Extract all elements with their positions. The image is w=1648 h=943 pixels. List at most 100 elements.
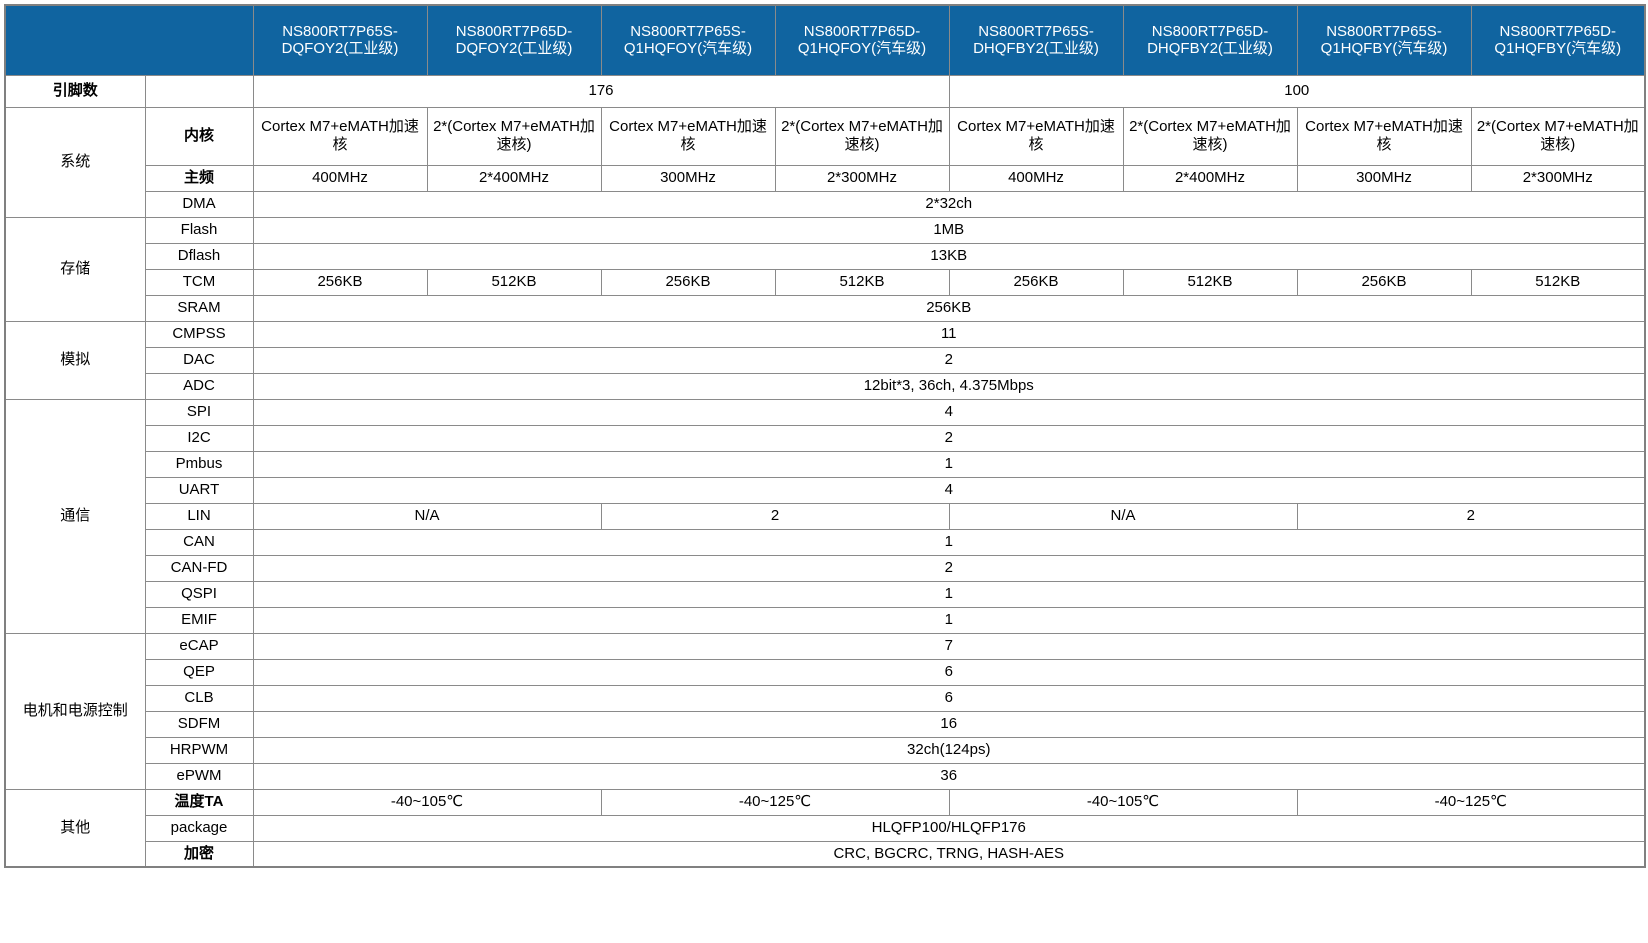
- table-row-canfd: CAN-FD 2: [5, 554, 1646, 582]
- cell-frequency-7: 300MHz: [1296, 164, 1472, 192]
- table-row-temperature: 其他 温度TA -40~105℃ -40~125℃ -40~105℃ -40~1…: [4, 788, 1646, 868]
- header-device-2: NS800RT7P65D-DQFOY2(工业级): [426, 4, 602, 76]
- cell-core-6: 2*(Cortex M7+eMATH加速核): [1122, 106, 1298, 166]
- row-label-tcm: TCM: [144, 268, 254, 296]
- cell-dma: 2*32ch: [252, 190, 1646, 218]
- group-label-other: 其他: [4, 788, 146, 868]
- table-row-can: CAN 1: [5, 528, 1646, 556]
- header-device-4: NS800RT7P65D-Q1HQFOY(汽车级): [774, 4, 950, 76]
- row-label-hrpwm: HRPWM: [144, 736, 254, 764]
- table-row-dac: DAC 2: [5, 346, 1646, 374]
- table-header: NS800RT7P65S-DQFOY2(工业级) NS800RT7P65D-DQ…: [4, 4, 1646, 76]
- row-label-dac: DAC: [144, 346, 254, 374]
- table-row-uart: UART 4: [5, 476, 1646, 504]
- row-label-dflash: Dflash: [144, 242, 254, 270]
- table-row-ecap: 电机和电源控制 eCAP 7: [4, 632, 1646, 790]
- cell-sdfm: 16: [252, 710, 1646, 738]
- cell-pin-count-176: 176: [252, 74, 950, 108]
- header-device-8: NS800RT7P65D-Q1HQFBY(汽车级): [1470, 4, 1646, 76]
- header-device-7: NS800RT7P65S-Q1HQFBY(汽车级): [1296, 4, 1472, 76]
- cell-spi: 4: [252, 398, 1646, 426]
- cell-crypto: CRC, BGCRC, TRNG, HASH-AES: [252, 840, 1646, 868]
- row-label-frequency: 主频: [144, 164, 254, 192]
- table-row-crypto: 加密 CRC, BGCRC, TRNG, HASH-AES: [5, 840, 1646, 868]
- row-label-sram: SRAM: [144, 294, 254, 322]
- table-row-epwm: ePWM 36: [5, 762, 1646, 790]
- row-label-core: 内核: [144, 106, 254, 166]
- table-row-core: 系统 内核 Cortex M7+eMATH加速核 2*(Cortex M7+eM…: [4, 106, 1646, 218]
- cell-hrpwm: 32ch(124ps): [252, 736, 1646, 764]
- cell-tcm-4: 512KB: [774, 268, 950, 296]
- cell-temperature-1: -40~105℃: [252, 788, 602, 816]
- row-label-pin-count: 引脚数: [4, 74, 146, 108]
- cell-core-4: 2*(Cortex M7+eMATH加速核): [774, 106, 950, 166]
- row-label-i2c: I2C: [144, 424, 254, 452]
- cell-adc: 12bit*3, 36ch, 4.375Mbps: [252, 372, 1646, 400]
- cell-temperature-3: -40~105℃: [948, 788, 1298, 816]
- table-row-lin: LIN N/A 2 N/A 2: [5, 502, 1646, 530]
- cell-frequency-2: 2*400MHz: [426, 164, 602, 192]
- cell-frequency-1: 400MHz: [252, 164, 428, 192]
- cell-sram: 256KB: [252, 294, 1646, 322]
- cell-qep: 6: [252, 658, 1646, 686]
- table-row-pmbus: Pmbus 1: [5, 450, 1646, 478]
- cell-package: HLQFP100/HLQFP176: [252, 814, 1646, 842]
- table-row-dflash: Dflash 13KB: [5, 242, 1646, 270]
- row-label-qspi: QSPI: [144, 580, 254, 608]
- cell-tcm-5: 256KB: [948, 268, 1124, 296]
- cell-pmbus: 1: [252, 450, 1646, 478]
- table-row-dma: DMA 2*32ch: [5, 190, 1646, 218]
- cell-pin-count-100: 100: [948, 74, 1646, 108]
- header-device-3: NS800RT7P65S-Q1HQFOY(汽车级): [600, 4, 776, 76]
- row-label-sdfm: SDFM: [144, 710, 254, 738]
- row-label-epwm: ePWM: [144, 762, 254, 790]
- cell-lin-4: 2: [1296, 502, 1646, 530]
- cell-frequency-5: 400MHz: [948, 164, 1124, 192]
- cell-dflash: 13KB: [252, 242, 1646, 270]
- cell-core-2: 2*(Cortex M7+eMATH加速核): [426, 106, 602, 166]
- cell-tcm-3: 256KB: [600, 268, 776, 296]
- group-label-motor-power-control: 电机和电源控制: [4, 632, 146, 790]
- row-label-adc: ADC: [144, 372, 254, 400]
- cell-frequency-3: 300MHz: [600, 164, 776, 192]
- table-row-package: package HLQFP100/HLQFP176: [5, 814, 1646, 842]
- row-label-package: package: [144, 814, 254, 842]
- row-label-emif: EMIF: [144, 606, 254, 634]
- row-label-can: CAN: [144, 528, 254, 556]
- table-row-emif: EMIF 1: [5, 606, 1646, 634]
- cell-epwm: 36: [252, 762, 1646, 790]
- group-label-communication: 通信: [4, 398, 146, 634]
- product-comparison-table: NS800RT7P65S-DQFOY2(工业级) NS800RT7P65D-DQ…: [4, 4, 1646, 868]
- row-label-pmbus: Pmbus: [144, 450, 254, 478]
- table-body: 引脚数 176 100 系统 内核 Cortex M7+eMATH加速核 2*(…: [4, 74, 1646, 868]
- row-sublabel-pin-count: [144, 74, 254, 108]
- header-device-1: NS800RT7P65S-DQFOY2(工业级): [252, 4, 428, 76]
- table-row-sdfm: SDFM 16: [5, 710, 1646, 738]
- cell-tcm-8: 512KB: [1470, 268, 1646, 296]
- cell-uart: 4: [252, 476, 1646, 504]
- row-label-flash: Flash: [144, 216, 254, 244]
- table-row-pin-count: 引脚数 176 100: [4, 74, 1646, 108]
- row-label-dma: DMA: [144, 190, 254, 218]
- table-row-clb: CLB 6: [5, 684, 1646, 712]
- cell-frequency-4: 2*300MHz: [774, 164, 950, 192]
- cell-core-8: 2*(Cortex M7+eMATH加速核): [1470, 106, 1646, 166]
- table-row-qspi: QSPI 1: [5, 580, 1646, 608]
- row-label-clb: CLB: [144, 684, 254, 712]
- cell-clb: 6: [252, 684, 1646, 712]
- row-label-crypto: 加密: [144, 840, 254, 868]
- cell-qspi: 1: [252, 580, 1646, 608]
- table-row-hrpwm: HRPWM 32ch(124ps): [5, 736, 1646, 764]
- cell-tcm-7: 256KB: [1296, 268, 1472, 296]
- row-label-uart: UART: [144, 476, 254, 504]
- cell-tcm-2: 512KB: [426, 268, 602, 296]
- row-label-qep: QEP: [144, 658, 254, 686]
- cell-lin-2: 2: [600, 502, 950, 530]
- cell-canfd: 2: [252, 554, 1646, 582]
- cell-cmpss: 11: [252, 320, 1646, 348]
- cell-can: 1: [252, 528, 1646, 556]
- header-corner-cell: [4, 4, 254, 76]
- cell-frequency-6: 2*400MHz: [1122, 164, 1298, 192]
- cell-temperature-4: -40~125℃: [1296, 788, 1646, 816]
- cell-tcm-6: 512KB: [1122, 268, 1298, 296]
